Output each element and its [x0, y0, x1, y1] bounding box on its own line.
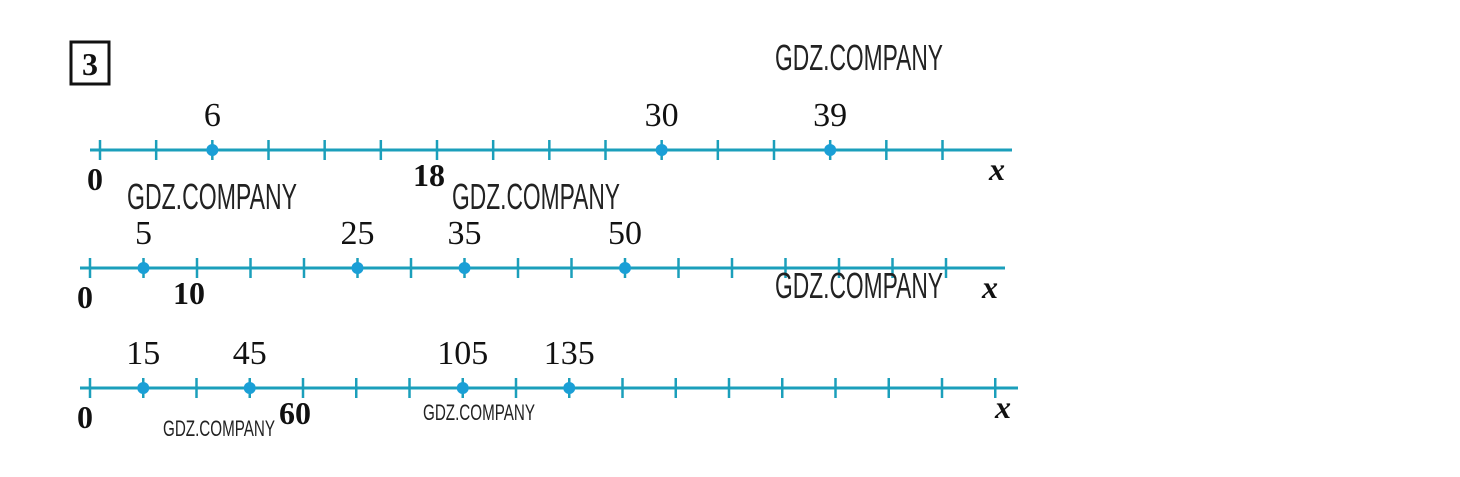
point-label: 135 — [544, 335, 595, 372]
point — [563, 382, 576, 394]
problem-box — [69, 40, 111, 86]
watermark: GDZ.COMPANY — [163, 416, 275, 441]
point-label: 5 — [135, 215, 152, 252]
axis-label: x — [994, 389, 1011, 425]
point-label: 30 — [645, 97, 679, 134]
point — [456, 382, 469, 394]
point — [655, 144, 668, 156]
origin-label: 0 — [77, 279, 93, 315]
watermark: GDZ.COMPANY — [775, 37, 943, 78]
watermark: GDZ.COMPANY — [423, 400, 535, 425]
reference-label: 60 — [279, 395, 311, 431]
point-label: 105 — [437, 335, 488, 372]
watermark: GDZ.COMPANY — [452, 176, 620, 217]
point-label: 45 — [233, 335, 267, 372]
point — [243, 382, 256, 394]
point-label: 25 — [341, 215, 375, 252]
axis-label: x — [981, 269, 998, 305]
reference-label: 18 — [413, 157, 445, 193]
point-label: 6 — [204, 97, 221, 134]
point — [206, 144, 219, 156]
point — [458, 262, 471, 274]
point — [137, 382, 150, 394]
point-label: 35 — [448, 215, 482, 252]
point — [619, 262, 631, 274]
point — [351, 262, 364, 274]
origin-label: 0 — [87, 161, 103, 197]
axis-label: x — [988, 151, 1005, 187]
point-label: 50 — [608, 215, 642, 252]
reference-label: 10 — [173, 275, 205, 311]
point-label: 39 — [813, 97, 847, 134]
point — [824, 144, 837, 156]
watermark: GDZ.COMPANY — [775, 265, 943, 306]
point — [137, 262, 150, 274]
watermark: GDZ.COMPANY — [127, 176, 297, 217]
point-label: 15 — [126, 335, 160, 372]
origin-label: 0 — [77, 399, 93, 435]
problem-number: 3 — [82, 46, 98, 82]
